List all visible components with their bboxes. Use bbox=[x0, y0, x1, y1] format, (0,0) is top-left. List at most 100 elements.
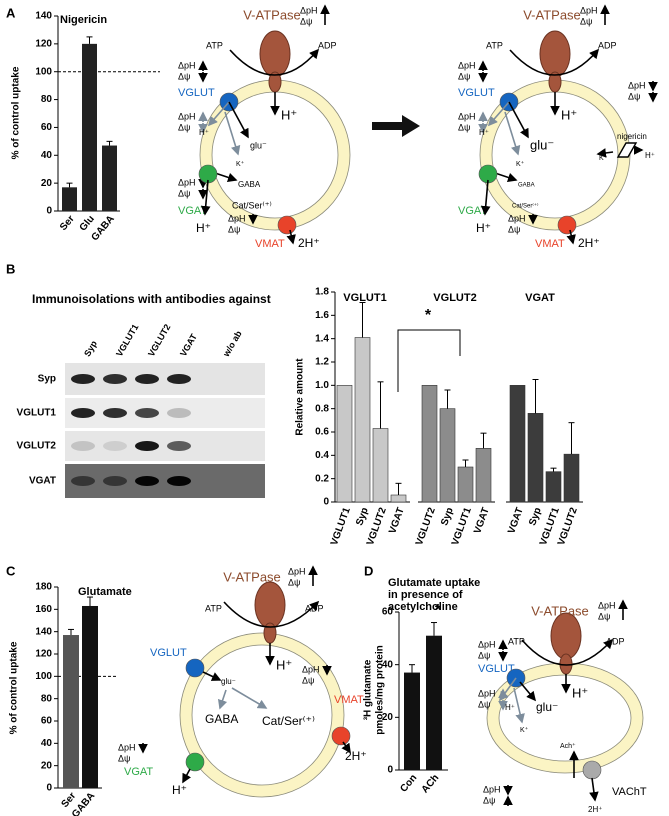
diagram-label: ΔpH bbox=[598, 600, 616, 610]
diagram-label: ΔpH bbox=[178, 60, 196, 70]
diagram-label: Cat/Ser⁽⁺⁾ bbox=[262, 714, 315, 728]
diagram-label: ADP bbox=[606, 636, 625, 646]
diagram-label: VAChT bbox=[612, 786, 647, 798]
blot-band bbox=[135, 441, 159, 451]
v-atpase bbox=[550, 612, 582, 660]
transporter bbox=[331, 726, 351, 746]
y-axis-label: Relative amount bbox=[295, 358, 306, 436]
blot-row-label: VGLUT1 bbox=[17, 408, 57, 419]
diagram-label: K⁺ bbox=[520, 726, 529, 734]
diagram-label: Δψ bbox=[478, 699, 490, 709]
y-tick-label: 100 bbox=[35, 66, 52, 77]
blot-band bbox=[103, 374, 127, 384]
diagram-label: glu⁻ bbox=[530, 137, 554, 152]
diagram-label: ΔpH bbox=[228, 213, 246, 223]
diagram-label: ATP bbox=[206, 40, 223, 50]
transporter bbox=[277, 215, 297, 235]
diagram-label: GABA bbox=[518, 183, 535, 189]
diagram-label: ΔpH bbox=[118, 742, 136, 752]
diagram-label: Δψ bbox=[508, 224, 520, 234]
arrow bbox=[487, 101, 510, 127]
diagram-label: ATP bbox=[508, 636, 525, 646]
blot-band bbox=[71, 441, 95, 451]
diagram-label: VGLUT bbox=[458, 87, 495, 99]
diagram-label: ADP bbox=[318, 40, 337, 50]
diagram-label: Δψ bbox=[580, 16, 592, 26]
bar bbox=[102, 145, 117, 211]
bar bbox=[563, 453, 580, 503]
diagram-label: H⁺ bbox=[172, 783, 187, 797]
arrow bbox=[480, 179, 491, 216]
diagram-label: VMAT bbox=[255, 238, 285, 250]
arrow bbox=[228, 101, 249, 139]
panel-letter: C bbox=[6, 563, 16, 578]
diagram-label: V-ATPase bbox=[223, 569, 281, 584]
y-tick-label: 0 bbox=[46, 783, 52, 794]
transporter bbox=[185, 658, 205, 678]
diagram-label: Δψ bbox=[228, 224, 240, 234]
diagram-label: ATP bbox=[205, 603, 222, 613]
bar bbox=[545, 471, 562, 503]
diagram-label: K⁺ bbox=[236, 160, 245, 168]
blot-band bbox=[71, 374, 95, 384]
y-axis-label: % of control uptake bbox=[11, 66, 22, 159]
arrow bbox=[519, 681, 537, 702]
arrow bbox=[508, 101, 529, 139]
chart-title: VGLUT2 bbox=[433, 292, 476, 304]
bar bbox=[404, 672, 420, 770]
y-tick-label: 1.2 bbox=[315, 357, 329, 368]
diagram-label: Δψ bbox=[300, 16, 312, 26]
diagram-label: VGLUT bbox=[150, 647, 187, 659]
y-tick-label: 1.0 bbox=[315, 380, 329, 391]
diagram-label: K⁺ bbox=[516, 160, 525, 168]
y-tick-label: 80 bbox=[41, 94, 53, 105]
blot-title: Immunoisolations with antibodies against bbox=[32, 292, 271, 306]
bar bbox=[82, 43, 97, 211]
annotation: * bbox=[425, 307, 432, 324]
chart-title: VGLUT1 bbox=[343, 292, 386, 304]
y-tick-label: 180 bbox=[35, 582, 52, 593]
y-tick-label: 60 bbox=[41, 716, 53, 727]
y-tick-label: 20 bbox=[41, 178, 53, 189]
y-tick-label: 120 bbox=[35, 649, 52, 660]
diagram-label: VMAT bbox=[334, 694, 364, 706]
panel-letter: D bbox=[364, 563, 373, 578]
diagram-label: V-ATPase bbox=[243, 7, 301, 22]
diagram-label: ΔpH bbox=[302, 664, 320, 674]
diagram-label: VGAT bbox=[458, 205, 487, 217]
arrow bbox=[224, 111, 241, 156]
blot-band bbox=[167, 408, 191, 418]
nigericin bbox=[616, 142, 638, 158]
chart-title: Glutamate uptake bbox=[388, 577, 480, 589]
significance-bracket bbox=[397, 329, 461, 392]
atp-arrow bbox=[229, 48, 320, 76]
y-axis-label: pmoles/mg protein bbox=[375, 645, 386, 734]
atp-arrow bbox=[223, 600, 320, 628]
diagram-label: 2H⁺ bbox=[298, 236, 320, 250]
diagram-label: VGAT bbox=[124, 766, 153, 778]
y-tick-label: 1.8 bbox=[315, 287, 329, 298]
diagram-label: H⁺ bbox=[199, 128, 209, 137]
diagram-label: Δψ bbox=[288, 577, 300, 587]
bar bbox=[439, 408, 456, 503]
y-tick-label: 40 bbox=[382, 659, 394, 670]
y-tick-label: 1.6 bbox=[315, 310, 329, 321]
diagram-label: H⁺ bbox=[276, 657, 292, 672]
blot-row-label: Syp bbox=[38, 374, 56, 385]
y-tick-label: 40 bbox=[41, 150, 53, 161]
y-tick-label: 1.4 bbox=[315, 333, 329, 344]
diagram-label: ATP bbox=[486, 40, 503, 50]
diagram-label: glu⁻ bbox=[221, 677, 236, 686]
annotation: * bbox=[435, 602, 442, 619]
diagram-label: H⁺ bbox=[645, 151, 655, 160]
y-tick-label: 0 bbox=[46, 206, 52, 217]
arrow bbox=[499, 677, 517, 702]
diagram-label: Δψ bbox=[178, 122, 190, 132]
bar bbox=[390, 494, 407, 503]
diagram-label: V-ATPase bbox=[531, 603, 589, 618]
diagram-label: H⁺ bbox=[572, 685, 588, 700]
diagram-label: GABA bbox=[205, 712, 238, 726]
diagram-label: GABA bbox=[238, 180, 261, 189]
diagram-label: ΔpH bbox=[478, 688, 496, 698]
panel-letter: A bbox=[6, 5, 16, 20]
